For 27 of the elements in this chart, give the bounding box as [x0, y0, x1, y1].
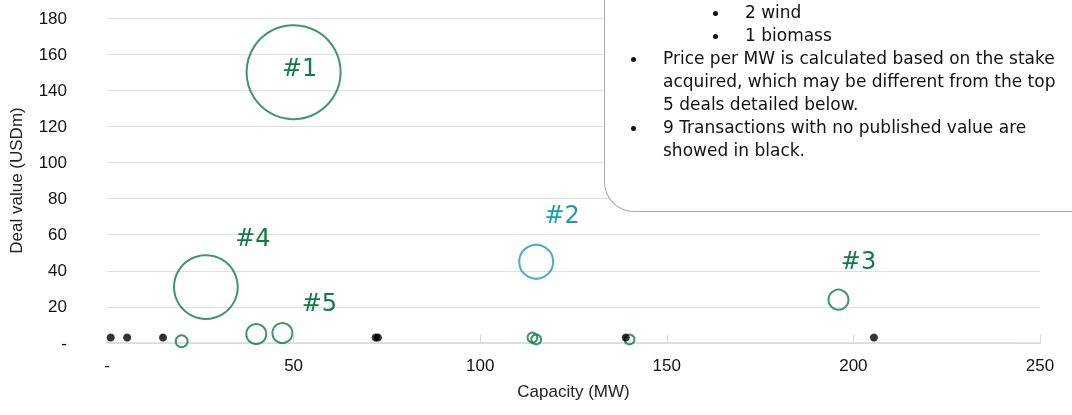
x-tick-label: 200 [839, 356, 868, 375]
y-tick-label: - [61, 333, 67, 353]
x-axis-title: Capacity (MW) [517, 382, 630, 401]
annotation: #3 [840, 246, 877, 275]
annotation: #1 [281, 54, 318, 83]
x-tick-label: - [104, 356, 110, 375]
x-tick-label: 50 [284, 356, 304, 375]
y-tick-label: 120 [38, 116, 67, 136]
annotation: 9 Transactions with no published value are showed in black. [663, 117, 1027, 160]
x-tick-label: 100 [466, 356, 495, 375]
y-tick-label: 80 [48, 189, 67, 209]
annotation: Price per MW is calculated based on the stake acquired, which may be different from the top 5 deals detailed below. [663, 48, 1056, 114]
x-tick-label: 150 [652, 356, 681, 375]
annotation: #4 [235, 224, 271, 253]
y-tick-label: 140 [38, 80, 67, 100]
y-tick-label: 40 [48, 261, 67, 281]
annotation: #5 [301, 289, 338, 318]
y-axis-title: Deal value (USDm) [7, 107, 26, 254]
annotation: 1 biomass [745, 25, 832, 45]
y-tick-label: 60 [48, 225, 67, 245]
annotation: #2 [544, 200, 580, 229]
y-tick-label: 160 [38, 44, 67, 64]
y-tick-label: 20 [48, 297, 67, 317]
x-tick-label: 250 [1025, 356, 1055, 375]
annotation: 2 wind [745, 2, 802, 22]
y-tick-label: 100 [38, 152, 67, 172]
y-tick-label: 180 [38, 8, 67, 28]
